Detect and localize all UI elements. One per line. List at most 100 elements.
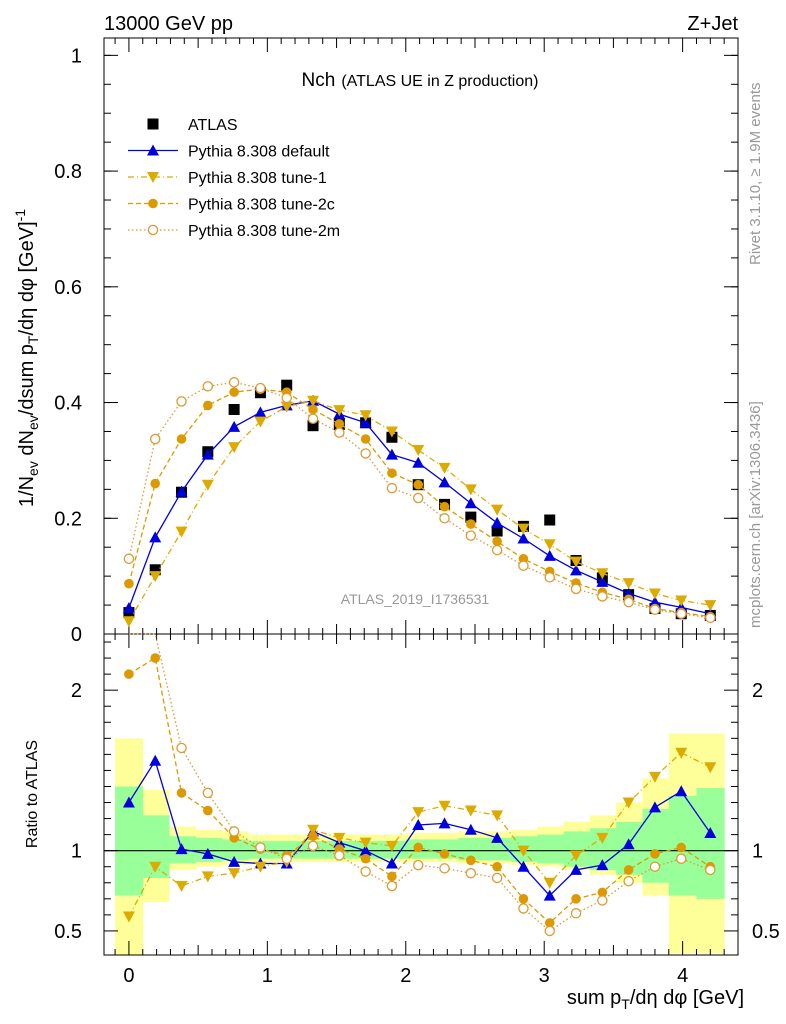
- point-data: [544, 514, 556, 526]
- main-y-tick-label: 1: [71, 45, 82, 67]
- ratio-point-tune2c: [597, 887, 608, 898]
- ratio-point-tune1: [412, 807, 425, 819]
- ratio-point-tune2m: [518, 903, 529, 914]
- series-line-default: [128, 400, 711, 615]
- ratio-point-tune1: [622, 797, 635, 809]
- point-tune2m: [176, 396, 187, 407]
- legend-marker: [147, 224, 159, 236]
- point-data: [491, 525, 503, 537]
- ratio-point-tune2c: [518, 894, 529, 904]
- ratio-point-tune1: [543, 877, 556, 889]
- ratio-line-tune2c: [128, 657, 711, 924]
- point-tune1: [438, 462, 451, 474]
- point-tune1: [228, 442, 241, 454]
- point-tune2m: [123, 553, 135, 565]
- ratio-point-tune1: [491, 810, 504, 822]
- point-tune1: [175, 526, 188, 538]
- point-tune2m: [307, 413, 319, 424]
- point-default: [648, 596, 661, 608]
- point-tune2m: [202, 381, 214, 392]
- ratio-point-tune1: [517, 845, 530, 857]
- ratio-line-tune2m: [128, 633, 711, 932]
- point-tune2c: [229, 387, 239, 397]
- legend-entry-data: ATLAS: [147, 117, 238, 134]
- x-tick-label: 2: [400, 965, 411, 987]
- point-tune2m: [705, 612, 716, 624]
- ratio-point-tune2c: [571, 894, 581, 904]
- point-default: [201, 448, 214, 460]
- ratio-y-tick-label: 2: [71, 680, 82, 702]
- point-default: [359, 416, 372, 428]
- legend-marker: [147, 144, 159, 156]
- ratio-point-tune2m: [439, 863, 450, 874]
- ratio-point-tune1: [228, 868, 241, 880]
- point-data: [307, 420, 319, 432]
- ratio-series-tune2m: [128, 633, 716, 937]
- point-default: [385, 448, 398, 460]
- ratio-y-tick-label: 0.5: [54, 921, 82, 943]
- ratio-point-tune2m: [649, 861, 661, 872]
- ratio-point-tune1: [704, 762, 717, 774]
- legend-entry-default: Pythia 8.308 default: [128, 144, 330, 161]
- ratio-point-tune2m: [705, 864, 716, 876]
- point-tune1: [201, 479, 214, 491]
- ratio-point-tune1: [201, 871, 214, 883]
- ratio-point-tune2c: [676, 842, 687, 853]
- ratio-point-tune1: [333, 832, 346, 844]
- band-inner-bin: [432, 839, 459, 859]
- ratio-point-tune2m: [334, 850, 345, 861]
- ratio-point-default: [622, 838, 635, 850]
- ratio-point-default: [704, 827, 717, 839]
- point-tune2m: [439, 513, 450, 524]
- point-tune1: [254, 416, 267, 428]
- point-default: [254, 406, 267, 418]
- plot-title-main: Nch: [302, 70, 336, 91]
- point-tune2m: [386, 482, 398, 494]
- point-data: [228, 403, 240, 415]
- legend-label: ATLAS: [188, 117, 238, 134]
- x-tick-label: 0: [123, 965, 134, 987]
- ratio-series-default: [122, 754, 717, 901]
- point-tune1: [596, 568, 609, 580]
- main-y-tick-label: 0.8: [54, 161, 82, 183]
- band-inner-bin: [537, 834, 565, 864]
- ratio-point-default: [228, 855, 241, 867]
- point-tune2c: [308, 404, 318, 415]
- point-tune2m: [228, 377, 240, 388]
- point-tune2m: [597, 591, 608, 602]
- band-inner-bin: [484, 837, 512, 861]
- point-tune1: [675, 595, 688, 607]
- point-data: [465, 511, 477, 523]
- point-tune1: [385, 426, 398, 438]
- ratio-point-default: [464, 823, 477, 835]
- ratio-series-tune1: [122, 747, 717, 923]
- point-tune2c: [124, 578, 134, 589]
- ratio-point-default: [438, 817, 451, 829]
- point-default: [175, 485, 188, 497]
- ratio-point-tune1: [464, 805, 477, 817]
- main-plot-frame: 0 0.2 0.4 0.6 0.8 1: [54, 37, 739, 646]
- ratio-point-tune2c: [124, 669, 134, 679]
- ratio-point-default: [122, 796, 135, 808]
- ratio-line-tune1: [128, 752, 711, 917]
- ratio-point-tune2c: [650, 849, 660, 859]
- main-y-axis-label: 1/Nev dNev/dsum pT/dη dφ [GeV]-1: [12, 209, 41, 507]
- ratio-point-tune1: [675, 747, 688, 759]
- point-default: [543, 549, 556, 561]
- point-tune2m: [649, 604, 661, 615]
- main-y-tick-label: 0.4: [54, 393, 82, 415]
- ratio-point-tune2m: [491, 872, 503, 884]
- point-tune1: [149, 571, 162, 583]
- point-tune2m: [334, 427, 345, 438]
- ratio-y-tick-label: 1: [71, 841, 82, 863]
- point-tune1: [333, 405, 346, 417]
- ratio-point-tune2c: [544, 918, 555, 928]
- x-tick-label: 1: [262, 965, 273, 987]
- point-tune2m: [465, 530, 477, 541]
- rivet-label: Rivet 3.1.10, ≥ 1.9M events: [747, 83, 764, 266]
- ratio-point-tune2m: [202, 787, 214, 799]
- point-tune2c: [387, 468, 397, 478]
- point-tune2m: [281, 392, 292, 404]
- ratio-point-tune2m: [623, 875, 634, 887]
